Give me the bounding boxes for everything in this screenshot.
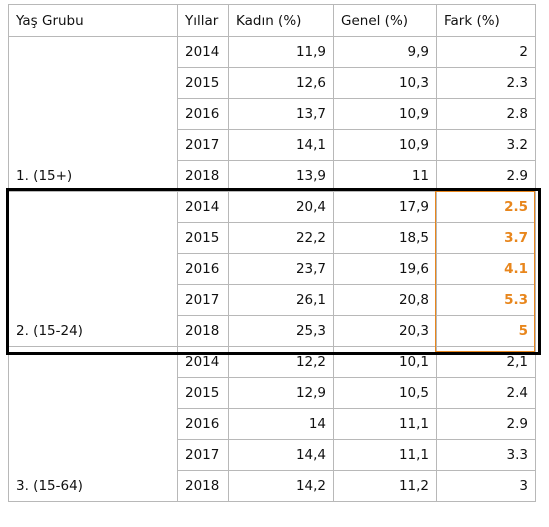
table-row: 2018 14,2 11,2 3: [9, 470, 536, 502]
year-cell: 2016: [177, 408, 229, 440]
kadin-cell: 13,7: [228, 98, 334, 130]
header-genel: Genel (%): [333, 4, 437, 37]
genel-cell: 20,3: [333, 315, 437, 347]
kadin-cell: 12,2: [228, 346, 334, 378]
header-kadin: Kadın (%): [228, 4, 334, 37]
year-cell: 2018: [177, 315, 229, 347]
year-cell: 2018: [177, 470, 229, 502]
fark-cell: 3.3: [436, 439, 536, 471]
table-row: 2015 12,6 10,3 2.3: [9, 67, 536, 99]
year-cell: 2016: [177, 253, 229, 285]
table-row: 2017 14,1 10,9 3.2: [9, 129, 536, 161]
genel-cell: 11,1: [333, 408, 437, 440]
kadin-cell: 25,3: [228, 315, 334, 347]
year-cell: 2016: [177, 98, 229, 130]
year-cell: 2017: [177, 439, 229, 471]
table-row: 3. (15-64) 2014 12,2 10,1 2,1: [8, 346, 536, 502]
kadin-cell: 14,4: [228, 439, 334, 471]
group-label: 2. (15-24): [8, 191, 178, 347]
table-row: 1. (15+) 2014 11,9 9,9 2: [8, 36, 536, 192]
fark-cell: 5.3: [436, 284, 536, 316]
year-cell: 2017: [177, 284, 229, 316]
fark-cell: 2.3: [436, 67, 536, 99]
header-yillar: Yıllar: [177, 4, 229, 37]
table-row: 2017 26,1 20,8 5.3: [9, 284, 536, 316]
kadin-cell: 14: [228, 408, 334, 440]
kadin-cell: 12,9: [228, 377, 334, 409]
genel-cell: 11,2: [333, 470, 437, 502]
genel-cell: 10,3: [333, 67, 437, 99]
kadin-cell: 13,9: [228, 160, 334, 192]
fark-cell: 4.1: [436, 253, 536, 285]
table-row: 2016 23,7 19,6 4.1: [9, 253, 536, 285]
fark-cell: 2.8: [436, 98, 536, 130]
year-cell: 2015: [177, 67, 229, 99]
table-row: 2015 22,2 18,5 3.7: [9, 222, 536, 254]
year-cell: 2018: [177, 160, 229, 192]
year-cell: 2015: [177, 222, 229, 254]
genel-cell: 18,5: [333, 222, 437, 254]
genel-cell: 10,1: [333, 346, 437, 378]
table-row: 2016 13,7 10,9 2.8: [9, 98, 536, 130]
table-row: 2018 13,9 11 2.9: [9, 160, 536, 192]
genel-cell: 19,6: [333, 253, 437, 285]
unemployment-table: Yaş Grubu Yıllar Kadın (%) Genel (%) Far…: [8, 4, 536, 502]
year-cell: 2014: [177, 191, 229, 223]
fark-cell: 3: [436, 470, 536, 502]
fark-cell: 3.2: [436, 129, 536, 161]
fark-cell: 2: [436, 36, 536, 68]
table-row: 2016 14 11,1 2.9: [9, 408, 536, 440]
year-cell: 2017: [177, 129, 229, 161]
header-fark: Fark (%): [436, 4, 536, 37]
fark-cell: 2,1: [436, 346, 536, 378]
genel-cell: 20,8: [333, 284, 437, 316]
group-label: 3. (15-64): [8, 346, 178, 502]
group-label: 1. (15+): [8, 36, 178, 192]
genel-cell: 11: [333, 160, 437, 192]
year-cell: 2014: [177, 36, 229, 68]
genel-cell: 10,5: [333, 377, 437, 409]
kadin-cell: 12,6: [228, 67, 334, 99]
kadin-cell: 22,2: [228, 222, 334, 254]
year-cell: 2014: [177, 346, 229, 378]
genel-cell: 9,9: [333, 36, 437, 68]
year-cell: 2015: [177, 377, 229, 409]
table-row: 2. (15-24) 2014 20,4 17,9 2.5: [8, 191, 536, 347]
fark-cell: 2.5: [436, 191, 536, 223]
fark-cell: 2.9: [436, 160, 536, 192]
fark-cell: 2.4: [436, 377, 536, 409]
fark-cell: 5: [436, 315, 536, 347]
kadin-cell: 26,1: [228, 284, 334, 316]
kadin-cell: 23,7: [228, 253, 334, 285]
table-row: 2017 14,4 11,1 3.3: [9, 439, 536, 471]
table-row: 2018 25,3 20,3 5: [9, 315, 536, 347]
genel-cell: 10,9: [333, 98, 437, 130]
header-row: Yaş Grubu Yıllar Kadın (%) Genel (%) Far…: [8, 4, 536, 37]
kadin-cell: 14,2: [228, 470, 334, 502]
header-yas-grubu: Yaş Grubu: [8, 4, 178, 37]
fark-cell: 3.7: [436, 222, 536, 254]
kadin-cell: 14,1: [228, 129, 334, 161]
genel-cell: 17,9: [333, 191, 437, 223]
kadin-cell: 20,4: [228, 191, 334, 223]
genel-cell: 11,1: [333, 439, 437, 471]
fark-cell: 2.9: [436, 408, 536, 440]
genel-cell: 10,9: [333, 129, 437, 161]
kadin-cell: 11,9: [228, 36, 334, 68]
